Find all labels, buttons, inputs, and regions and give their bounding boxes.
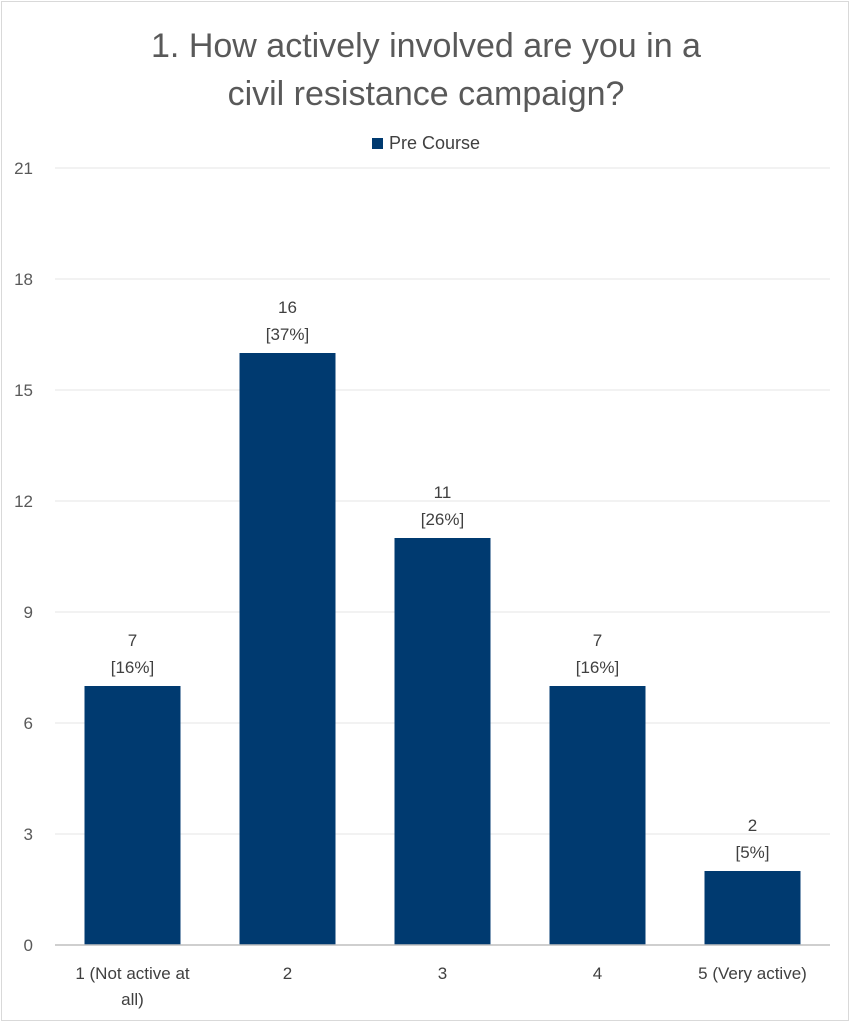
data-label-percent: [16%] [576,658,619,677]
data-label-percent: [37%] [266,325,309,344]
y-tick-label: 3 [24,825,33,844]
y-tick-label: 9 [24,603,33,622]
data-label-value: 11 [434,483,452,502]
data-label-value: 7 [593,631,602,650]
legend-swatch-pre-course [371,138,383,149]
bar [704,871,801,945]
x-tick-label: 3 [438,964,447,983]
x-tick-label: all) [121,990,144,1009]
y-tick-label: 18 [14,270,33,289]
data-label-percent: [26%] [421,510,464,529]
x-tick-label: 1 (Not active at [75,964,190,983]
data-label-percent: [5%] [735,843,769,862]
bar [549,686,646,945]
data-label-value: 2 [748,816,757,835]
x-tick-label: 4 [593,964,602,983]
y-tick-label: 12 [14,492,33,511]
bar [394,538,491,945]
chart-title-line-1: 1. How actively involved are you in a [151,27,701,65]
data-label-percent: [16%] [111,658,154,677]
bar [239,353,336,945]
data-label-value: 16 [278,298,297,317]
y-tick-label: 6 [24,714,33,733]
x-tick-label: 5 (Very active) [698,964,807,983]
x-tick-label: 2 [283,964,292,983]
chart-title: 1. How actively involved are you in a ci… [0,22,852,118]
y-tick-label: 15 [14,381,33,400]
legend-label-pre-course: Pre Course [388,133,481,153]
data-label-value: 7 [128,631,137,650]
y-tick-label: 0 [24,936,33,955]
bar [84,686,181,945]
legend: Pre Course [0,133,852,154]
y-tick-label: 21 [14,159,33,178]
chart-title-line-2: civil resistance campaign? [227,75,625,113]
